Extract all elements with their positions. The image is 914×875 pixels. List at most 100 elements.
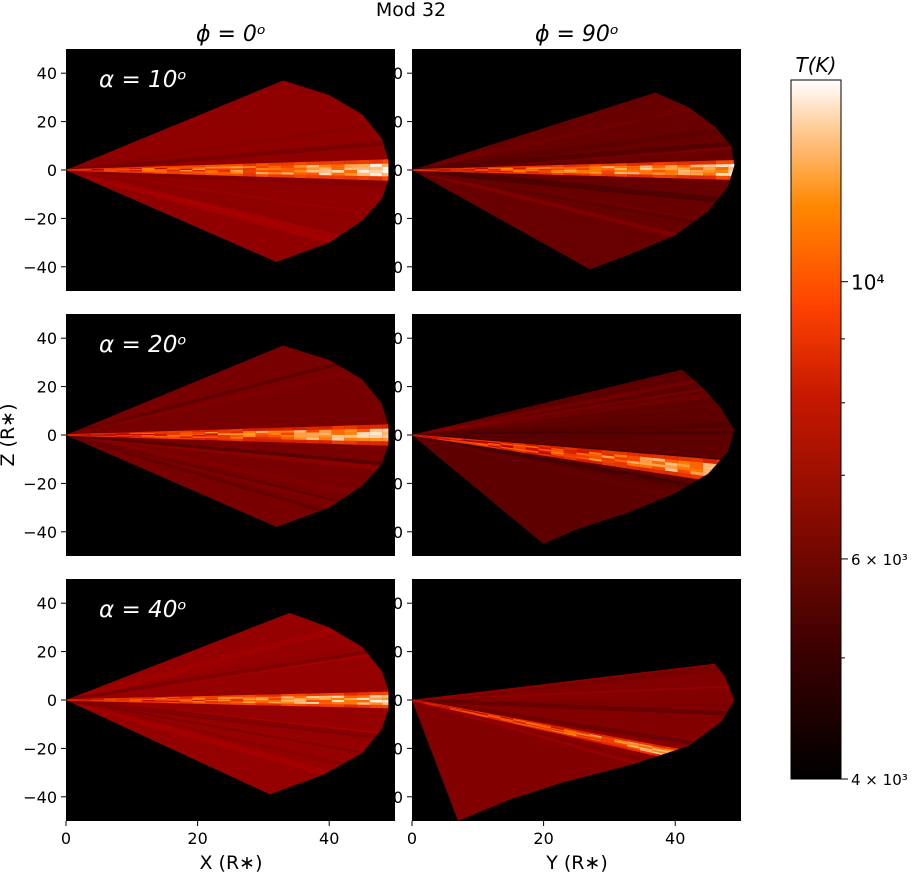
- disk-cell: [487, 169, 501, 170]
- disk-cell: [525, 447, 539, 450]
- disk-cell: [627, 455, 640, 460]
- disk-cell: [154, 432, 168, 434]
- disk-cell: [589, 453, 602, 458]
- panel-1-1: 40 20 0 −20 −40: [369, 314, 741, 556]
- disk-cell: [690, 461, 704, 467]
- disk-cell: [614, 743, 628, 748]
- disk-cell: [217, 700, 231, 702]
- disk-cell: [243, 698, 256, 700]
- disk-cell: [129, 168, 142, 170]
- disk-cell: [576, 733, 590, 738]
- disk-cell: [513, 167, 526, 169]
- panel-0-0: 40 20 0 −20 −40 α = 10ᵒ: [23, 49, 395, 291]
- disk-cell: [589, 737, 602, 742]
- disk-cell: [268, 701, 282, 704]
- disk-cell: [677, 466, 691, 471]
- disk-cell: [576, 452, 590, 456]
- disk-cell: [437, 437, 450, 441]
- disk-cell: [268, 698, 282, 700]
- disk-cell: [255, 432, 269, 435]
- disk-cell: [129, 435, 142, 437]
- disk-cell: [601, 737, 615, 742]
- disk-cell: [500, 445, 514, 449]
- disk-cell: [639, 165, 653, 168]
- disk-cell: [551, 453, 564, 457]
- disk-cell: [563, 171, 577, 174]
- disk-cell: [690, 164, 704, 168]
- disk-cell: [230, 433, 244, 435]
- x-tick-label: 20: [187, 829, 207, 848]
- disk-cell: [563, 728, 577, 733]
- row-label-2: α = 40ᵒ: [99, 597, 187, 623]
- disk-cell: [551, 451, 564, 455]
- disk-cell: [230, 171, 244, 174]
- disk-cell: [601, 170, 615, 172]
- disk-cell: [319, 164, 332, 168]
- disk-cell: [538, 725, 552, 729]
- disk-cell: [116, 435, 130, 437]
- disk-cell: [576, 454, 590, 458]
- disk-cell: [639, 461, 653, 467]
- disk-cell: [601, 166, 615, 169]
- disk-cell: [563, 451, 577, 455]
- disk-cell: [78, 435, 92, 436]
- disk-cell: [319, 695, 332, 698]
- disk-cell: [652, 165, 666, 168]
- disk-cell: [331, 170, 345, 173]
- disk-cell: [91, 435, 104, 436]
- disk-cell: [639, 456, 653, 461]
- disk-cell: [382, 173, 389, 177]
- disk-cell: [424, 436, 438, 439]
- disk-cell: [665, 464, 678, 470]
- disk-cell: [576, 735, 590, 740]
- disk-cell: [103, 700, 117, 702]
- disk-cell: [357, 702, 370, 705]
- disk-cell: [243, 166, 256, 169]
- disk-cell: [652, 463, 666, 468]
- disk-cell: [728, 163, 735, 168]
- disk-cell: [141, 699, 155, 700]
- disk-cell: [293, 165, 307, 168]
- disk-cell: [129, 170, 142, 171]
- disk-cell: [129, 435, 142, 436]
- disk-cell: [167, 435, 180, 437]
- disk-cell: [116, 700, 130, 702]
- disk-cell: [462, 440, 476, 443]
- disk-cell: [576, 450, 590, 454]
- disk-cell: [243, 700, 256, 702]
- disk-cell: [217, 697, 231, 699]
- disk-cell: [412, 700, 425, 703]
- disk-cell: [205, 431, 218, 434]
- disk-cell: [525, 448, 539, 452]
- disk-cell: [475, 170, 488, 172]
- disk-cell: [179, 697, 193, 699]
- disk-cell: [728, 170, 735, 174]
- disk-cell: [116, 170, 130, 172]
- disk-cell: [576, 731, 590, 736]
- disk-cell: [344, 170, 358, 173]
- disk-cell: [91, 169, 104, 170]
- disk-cell: [513, 171, 526, 173]
- disk-cell: [129, 700, 142, 701]
- disk-cell: [205, 698, 218, 700]
- disk-cell: [462, 710, 476, 714]
- envelope-streak: [66, 80, 374, 172]
- disk-cell: [513, 719, 526, 723]
- disk-cell: [167, 432, 180, 434]
- disk-cell: [281, 698, 294, 700]
- disk-cell: [382, 438, 389, 442]
- y-tick-label: 40: [37, 329, 57, 348]
- disk-cell: [369, 438, 383, 442]
- disk-cell: [129, 169, 142, 170]
- disk-cell: [243, 170, 256, 172]
- disk-cell: [230, 700, 244, 702]
- disk-cell: [665, 164, 678, 168]
- disk-cell: [551, 729, 564, 734]
- disk-cell: [437, 438, 450, 441]
- panel-1-0: 40 20 0 −20 −40 α = 20ᵒ: [23, 314, 395, 556]
- disk-cell: [103, 699, 117, 700]
- disk-cell: [217, 701, 231, 703]
- disk-cell: [601, 740, 615, 745]
- disk-cell: [243, 436, 256, 439]
- disk-cell: [103, 170, 117, 172]
